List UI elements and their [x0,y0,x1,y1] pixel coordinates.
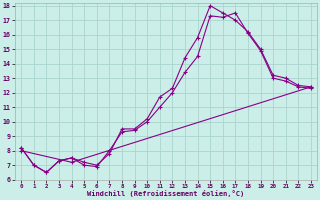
X-axis label: Windchill (Refroidissement éolien,°C): Windchill (Refroidissement éolien,°C) [87,190,245,197]
